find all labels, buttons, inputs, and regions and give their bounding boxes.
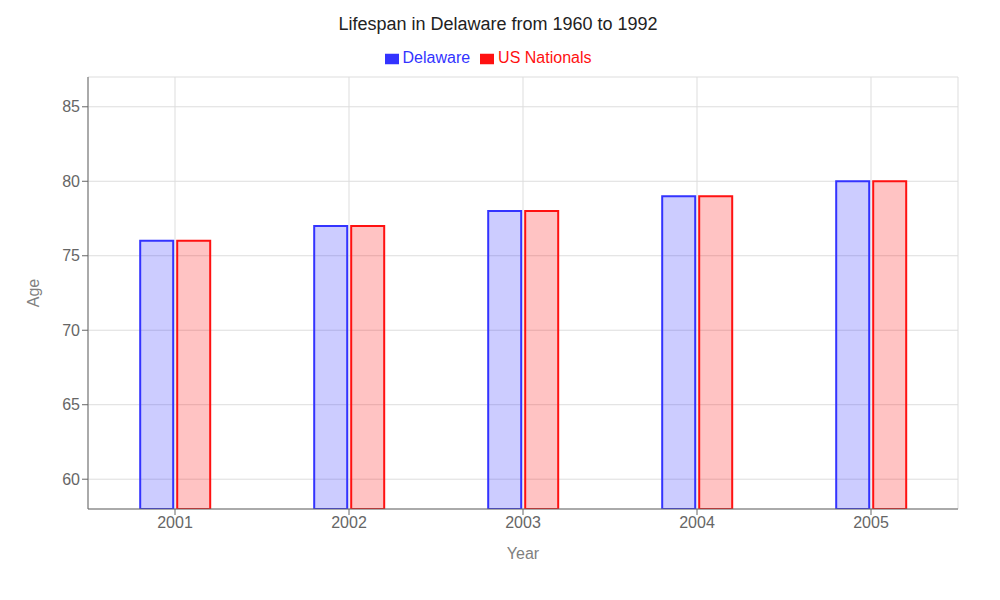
svg-text:2003: 2003 (505, 514, 541, 531)
svg-text:2005: 2005 (853, 514, 889, 531)
html-text:Delaware: Delaware (402, 49, 471, 66)
html-text:US Nationals: US Nationals (498, 49, 592, 66)
svg-text:80: 80 (62, 173, 80, 190)
svg-text:Year: Year (507, 545, 540, 562)
svg-text:2002: 2002 (331, 514, 367, 531)
svg-text:2001: 2001 (157, 514, 193, 531)
html-text:Lifespan in Delaware from 1960: Lifespan in Delaware from 1960 to 1992 (338, 14, 658, 34)
svg-text:Age: Age (25, 279, 42, 308)
svg-text:2004: 2004 (679, 514, 715, 531)
svg-text:60: 60 (62, 471, 80, 488)
svg-text:70: 70 (62, 322, 80, 339)
svg-text:85: 85 (62, 98, 80, 115)
svg-text:75: 75 (62, 247, 80, 264)
svg-text:65: 65 (62, 396, 80, 413)
